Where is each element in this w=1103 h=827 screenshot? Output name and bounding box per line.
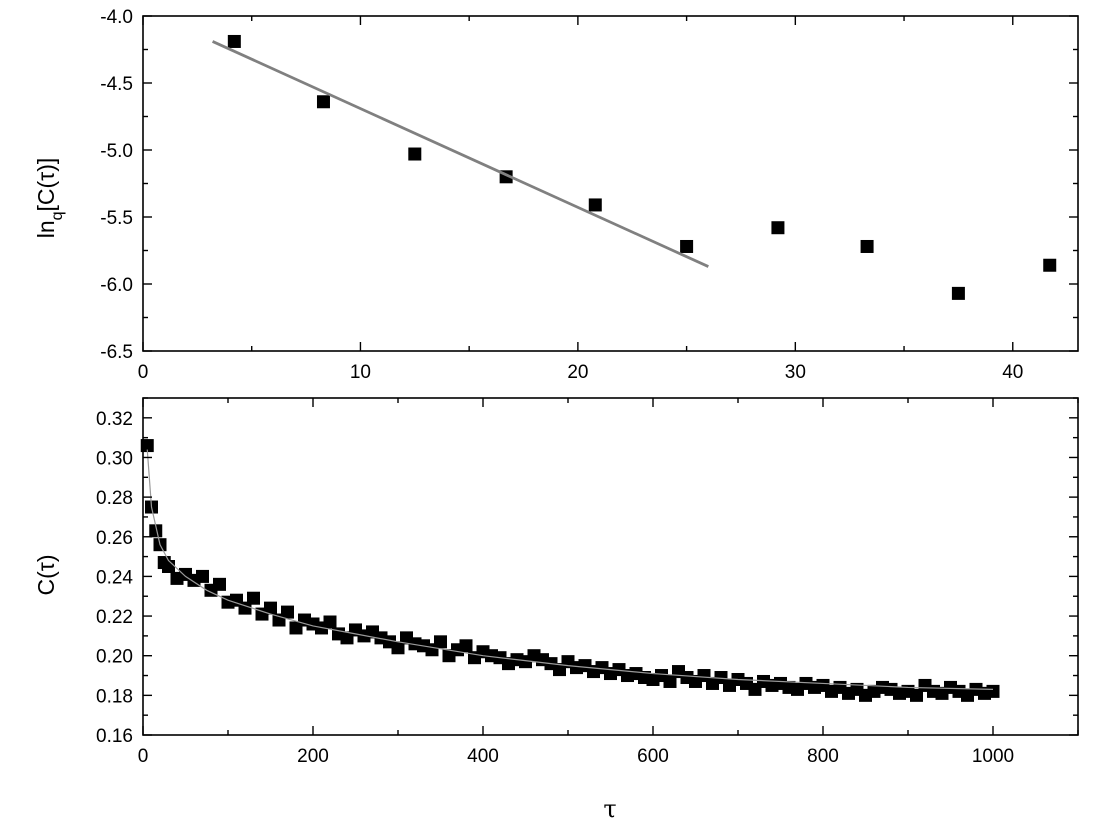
bottom-data-point <box>162 560 175 573</box>
bottom-y-tick-label: 0.32 <box>96 409 133 430</box>
top-x-tick-label: 20 <box>567 362 588 383</box>
top-x-tick-label: 10 <box>350 362 371 383</box>
bottom-y-tick-label: 0.24 <box>96 567 133 588</box>
bottom-x-axis-label: τ <box>603 795 616 823</box>
top-panel: 0 10 20 30 40 -4.0 -4.5 -5.0 -5.5 -6.0 -6.5 lnq[C(… <box>33 7 1079 383</box>
bottom-x-tick-label: 400 <box>467 746 499 767</box>
top-data-marks <box>212 34 1057 300</box>
top-data-point <box>860 239 874 253</box>
bottom-data-point <box>247 591 260 605</box>
bottom-x-tick-label: 600 <box>637 746 669 767</box>
top-data-point <box>1043 258 1057 272</box>
top-fit-line <box>212 40 709 268</box>
bottom-data-point <box>196 569 209 583</box>
bottom-data-point <box>140 439 154 453</box>
bottom-y-tick-label: 0.16 <box>96 726 133 747</box>
bottom-data-point <box>663 674 677 688</box>
bottom-y-tick-label: 0.26 <box>96 528 133 549</box>
bottom-data-point <box>213 577 226 591</box>
top-data-point <box>680 239 694 253</box>
bottom-y-tick-label: 0.18 <box>96 686 133 707</box>
bottom-x-tick-label: 800 <box>807 746 839 767</box>
top-data-point <box>316 95 330 109</box>
top-y-tick-label: -6.5 <box>100 342 133 363</box>
top-y-tick-label: -6.0 <box>100 275 133 296</box>
top-x-tick-label: 0 <box>138 362 149 383</box>
bottom-y-tick-label: 0.22 <box>96 607 133 628</box>
bottom-data-point <box>391 641 405 655</box>
bottom-y-tick-label: 0.30 <box>96 448 133 469</box>
top-data-point <box>588 198 602 212</box>
bottom-data-point <box>459 639 473 653</box>
top-data-point <box>227 34 241 48</box>
bottom-x-tick-label: 200 <box>297 746 329 767</box>
bottom-axes: 0 200 400 600 800 1000 0.16 0.18 0.20 0.22 0.24 0.2… <box>96 397 1079 767</box>
bottom-y-tick-label: 0.20 <box>96 647 133 668</box>
top-data-point <box>771 221 785 235</box>
bottom-data-point <box>264 601 277 615</box>
bottom-y-axis-label: C(τ) <box>33 554 59 595</box>
bottom-panel: 0 200 400 600 800 1000 0.16 0.18 0.20 0.22 0.24 0.2… <box>33 397 1079 823</box>
top-y-tick-label: -4.0 <box>100 7 133 28</box>
bottom-fit-line <box>146 449 994 691</box>
bottom-plot-frame <box>142 397 1079 736</box>
top-x-tick-label: 30 <box>785 362 806 383</box>
bottom-data-point <box>281 605 294 619</box>
bottom-data-point <box>910 688 923 702</box>
bottom-data-marks <box>140 439 1000 702</box>
top-y-tick-label: -5.5 <box>100 208 133 229</box>
top-plot-frame <box>142 15 1079 352</box>
bottom-data-point <box>323 615 337 629</box>
bottom-data-point <box>434 635 447 649</box>
top-data-point <box>951 286 965 300</box>
top-y-axis-label: lnq[C(τ)] <box>33 158 66 239</box>
top-data-point <box>408 147 422 161</box>
bottom-y-tick-label: 0.28 <box>96 488 133 509</box>
bottom-data-point <box>149 524 163 538</box>
top-y-tick-label: -5.0 <box>100 141 133 162</box>
top-x-tick-label: 40 <box>1002 362 1023 383</box>
top-y-tick-label: -4.5 <box>100 74 133 95</box>
bottom-data-point <box>986 684 1000 698</box>
bottom-x-tick-label: 1000 <box>972 746 1014 767</box>
top-axes: 0 10 20 30 40 -4.0 -4.5 -5.0 -5.5 -6.0 -6.5 <box>100 7 1079 383</box>
bottom-x-tick-label: 0 <box>138 746 149 767</box>
